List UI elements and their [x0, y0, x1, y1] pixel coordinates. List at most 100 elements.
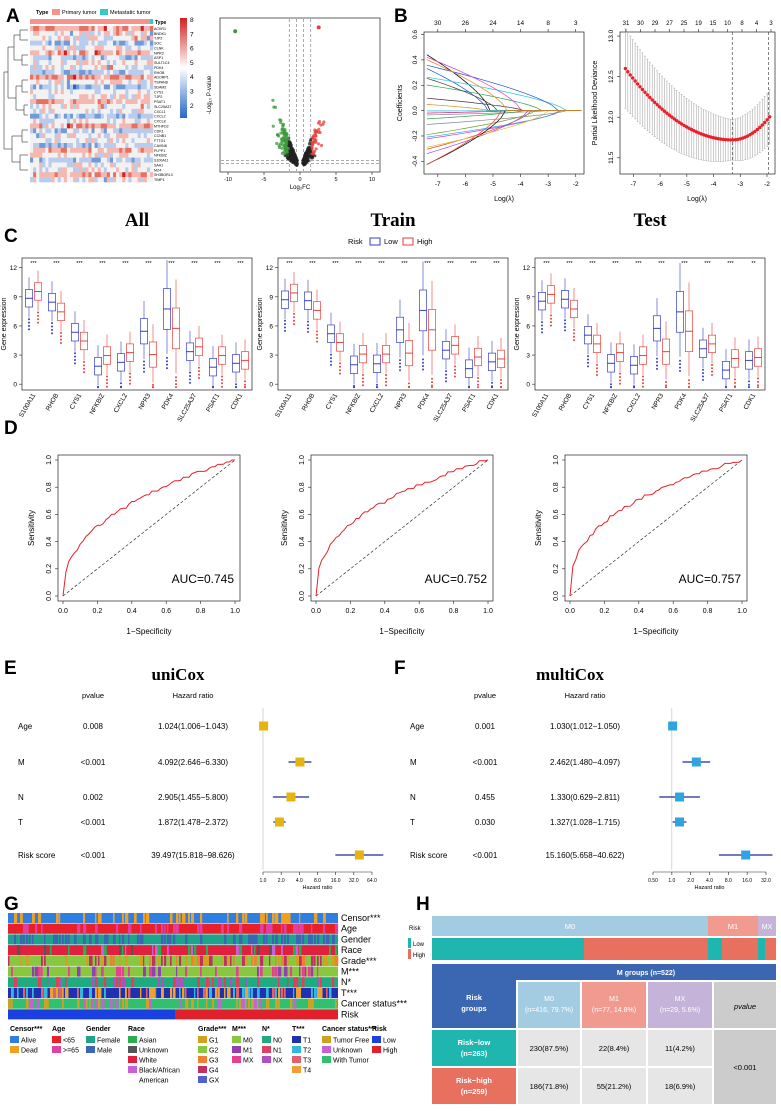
h-risk-strip-mx-low	[758, 938, 765, 960]
box-outlier	[541, 331, 543, 333]
heat-cell	[61, 50, 64, 55]
heat-cell	[98, 163, 101, 168]
track-cell	[311, 956, 314, 966]
box-outlier	[293, 323, 295, 325]
legend-swatch	[128, 1036, 137, 1043]
heat-cell	[76, 104, 79, 109]
track-cell	[317, 967, 318, 977]
heat-cell	[128, 143, 131, 148]
box-ylabel: Gene expression	[257, 297, 264, 350]
track-cell	[167, 945, 169, 955]
box-title-train: Train	[370, 210, 415, 231]
box-outlier	[106, 379, 108, 381]
box-outlier	[408, 382, 410, 384]
track-cell	[47, 967, 49, 977]
heat-cell	[135, 119, 138, 124]
legend-label: N1	[273, 1048, 282, 1055]
heat-cell	[119, 133, 122, 138]
track-cell	[119, 988, 121, 998]
forest-tick-label: 1.0	[668, 878, 675, 884]
track-cell	[281, 956, 284, 966]
track-cell	[173, 977, 176, 987]
h-col-m1	[582, 982, 646, 1028]
legend-group-title: Gender	[86, 1026, 111, 1033]
h-col-header: M0	[544, 996, 554, 1003]
heat-cell	[116, 80, 119, 85]
heat-cell	[104, 163, 107, 168]
heat-cell	[144, 36, 147, 41]
heat-cell	[55, 70, 58, 75]
heat-cell	[144, 75, 147, 80]
heat-cell	[39, 46, 42, 51]
heat-cell	[92, 80, 95, 85]
heat-cell	[73, 70, 76, 75]
heat-cell	[33, 89, 36, 94]
legend-label: White	[139, 1058, 157, 1065]
track-cell	[95, 988, 97, 998]
legend-label: T4	[303, 1068, 311, 1075]
heat-cell	[110, 158, 113, 163]
track-cell	[206, 999, 207, 1009]
track-cell	[233, 988, 235, 998]
track-cell	[287, 913, 291, 923]
heat-cell	[88, 31, 91, 36]
forest-pvalue-header: pvalue	[82, 691, 104, 700]
box-outlier	[221, 379, 223, 381]
box-ytick-label: 9	[269, 294, 273, 301]
track-cell	[119, 945, 121, 955]
heat-cell	[125, 114, 128, 119]
box-significance: ***	[286, 261, 293, 267]
track-cell	[59, 913, 60, 923]
heat-cell	[82, 26, 85, 31]
volcano-point	[282, 128, 285, 131]
heat-cell	[125, 50, 128, 55]
heat-cell	[64, 36, 67, 41]
heat-cell	[141, 158, 144, 163]
heat-cell	[95, 41, 98, 46]
track-cell	[140, 988, 141, 998]
roc-xtick-label: 0.6	[414, 608, 424, 615]
track-cell	[311, 924, 312, 934]
heat-cell	[141, 85, 144, 90]
heat-cell	[85, 99, 88, 104]
heat-cell	[85, 41, 88, 46]
heat-cell	[107, 41, 110, 46]
heat-cell	[39, 55, 42, 60]
heat-cell	[113, 119, 116, 124]
heat-cell	[113, 114, 116, 119]
heat-cell	[131, 124, 134, 129]
heat-cell	[88, 114, 91, 119]
heat-cell	[95, 143, 98, 148]
roc-xtick-label: 1.0	[483, 608, 493, 615]
box-outlier	[725, 386, 727, 388]
heat-cell	[116, 89, 119, 94]
volcano-point	[320, 144, 323, 147]
heat-cell	[33, 148, 36, 153]
heat-cell	[107, 124, 110, 129]
track-cell	[62, 934, 64, 944]
box-outlier	[445, 377, 447, 379]
heat-cell	[116, 50, 119, 55]
heat-cell	[98, 50, 101, 55]
heat-cell	[88, 36, 91, 41]
heat-cell	[122, 163, 125, 168]
gene-label: TJP2	[154, 37, 162, 41]
box-outlier	[293, 313, 295, 315]
roc-xtick-label: 0.8	[196, 608, 206, 615]
heat-cell	[92, 41, 95, 46]
forest-tick-label: 2.0	[687, 878, 694, 884]
heat-cell	[73, 36, 76, 41]
heat-cell	[150, 55, 153, 60]
heat-cell	[55, 172, 58, 177]
box-outlier	[477, 380, 479, 382]
forest-point	[675, 793, 684, 802]
heat-cell	[95, 65, 98, 70]
track-cell	[311, 999, 314, 1009]
heat-cell	[45, 128, 48, 133]
heat-cell	[58, 26, 61, 31]
track-cell	[317, 988, 320, 998]
box-gene-label: RHOB	[301, 393, 316, 413]
forest-hr-header: Hazard ratio	[173, 691, 214, 700]
heat-cell	[85, 36, 88, 41]
